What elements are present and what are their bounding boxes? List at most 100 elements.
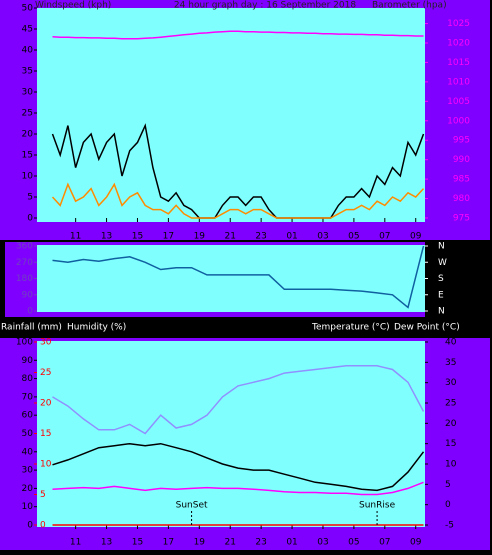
y3-tick-label: 0 (40, 521, 46, 531)
y-tick-label: 360 (16, 242, 33, 252)
y2-tick-label: 0 (445, 500, 451, 510)
y3-tick-label: 30 (40, 338, 52, 348)
temperature-axis-title: Temperature (°C) (311, 323, 390, 333)
y-tick-label: 30 (22, 466, 34, 476)
x-tick-label: 05 (348, 232, 359, 242)
y-tick-label: 0 (27, 307, 33, 317)
y2-tick-label: S (438, 274, 444, 284)
y2-tick-label: E (438, 290, 444, 300)
x-tick-label: 15 (132, 232, 143, 242)
plot-area (37, 8, 425, 222)
x-tick-label: 15 (132, 538, 143, 548)
y-tick-label: 40 (22, 447, 34, 457)
y2-tick-label: 1020 (447, 39, 470, 49)
y2-tick-label: -5 (445, 521, 454, 531)
x-tick-label: 05 (348, 538, 359, 548)
annotation-label: SunRise (359, 501, 396, 511)
series-line (52, 30, 424, 40)
x-tick-label: 11 (70, 538, 81, 548)
y2-tick-label: 985 (453, 175, 470, 185)
x-tick-label: 19 (194, 232, 206, 242)
x-tick-label: 19 (194, 538, 206, 548)
y-tick-label: 40 (22, 46, 34, 56)
y-tick-label: 90 (22, 356, 34, 366)
x-tick-label: 11 (70, 232, 81, 242)
y2-tick-label: W (438, 258, 447, 268)
series-line (52, 245, 425, 309)
y-tick-label: 25 (22, 109, 33, 119)
wind-axis-title: Windspeed (kph) (35, 1, 111, 11)
y2-tick-label: 995 (453, 136, 470, 146)
y-tick-label: 15 (22, 151, 33, 161)
series-line (51, 123, 425, 219)
y-tick-label: 30 (22, 88, 34, 98)
y2-tick-label: 980 (453, 194, 470, 204)
y-tick-label: 10 (22, 172, 34, 182)
barometer-axis-title: Barometer (hpa) (372, 1, 447, 11)
y2-tick-label: 1025 (447, 19, 470, 29)
x-tick-label: 09 (410, 538, 422, 548)
x-tick-label: 23 (255, 232, 266, 242)
y-tick-label: 20 (22, 130, 34, 140)
x-tick-label: 03 (317, 538, 328, 548)
x-tick-label: 07 (379, 232, 390, 242)
rain-axis-title: Rainfall (mm) (1, 323, 62, 333)
x-tick-label: 21 (225, 232, 236, 242)
y-tick-label: 5 (27, 193, 33, 203)
y-tick-label: 45 (22, 25, 33, 35)
series-line (52, 442, 425, 492)
series-line (52, 481, 424, 496)
series-line (52, 365, 425, 435)
x-tick-label: 03 (317, 232, 328, 242)
y2-tick-label: 1000 (447, 116, 470, 126)
x-tick-label: 23 (255, 538, 266, 548)
series-line (51, 182, 425, 219)
y2-tick-label: 975 (453, 214, 470, 224)
y2-tick-label: 35 (445, 358, 456, 368)
y2-tick-label: 1005 (447, 97, 470, 107)
x-tick-label: 01 (286, 538, 297, 548)
y3-tick-label: 10 (40, 460, 52, 470)
y2-tick-label: 1010 (447, 77, 470, 87)
y-tick-label: 270 (16, 258, 33, 268)
y-tick-label: 10 (22, 502, 34, 512)
x-tick-label: 21 (225, 538, 236, 548)
x-tick-label: 13 (101, 538, 112, 548)
y-tick-label: 100 (16, 338, 33, 348)
y-tick-label: 50 (22, 429, 34, 439)
y2-tick-label: N (438, 242, 445, 252)
y2-tick-label: 15 (445, 439, 456, 449)
humidity-axis-title: Humidity (%) (67, 323, 126, 333)
y3-tick-label: 20 (40, 399, 52, 409)
y2-tick-label: 990 (453, 155, 470, 165)
y3-tick-label: 25 (40, 368, 51, 378)
y-tick-label: 90 (22, 290, 34, 300)
y-tick-label: 35 (22, 67, 33, 77)
y2-tick-label: 25 (445, 399, 456, 409)
y2-tick-label: 5 (445, 480, 451, 490)
y-tick-label: 0 (27, 214, 33, 224)
y-tick-label: 50 (22, 4, 34, 14)
x-tick-label: 07 (379, 538, 390, 548)
x-tick-label: 09 (410, 232, 422, 242)
x-tick-label: 13 (101, 232, 112, 242)
y3-tick-label: 5 (40, 490, 46, 500)
y2-tick-label: N (438, 307, 445, 317)
y-tick-label: 20 (22, 484, 34, 494)
y2-tick-label: 30 (445, 378, 457, 388)
plot-area (37, 245, 425, 312)
y2-tick-label: 10 (445, 460, 457, 470)
dewpoint-axis-title: Dew Point (°C) (394, 323, 460, 333)
annotation-label: SunSet (176, 501, 208, 511)
y3-tick-label: 15 (40, 429, 51, 439)
y-tick-label: 0 (27, 521, 33, 531)
y-tick-label: 180 (16, 274, 33, 284)
y-tick-label: 60 (22, 411, 34, 421)
x-tick-label: 17 (163, 538, 174, 548)
x-tick-label: 17 (163, 232, 174, 242)
y2-tick-label: 20 (445, 419, 457, 429)
x-tick-label: 01 (286, 232, 297, 242)
y2-tick-label: 40 (445, 338, 457, 348)
